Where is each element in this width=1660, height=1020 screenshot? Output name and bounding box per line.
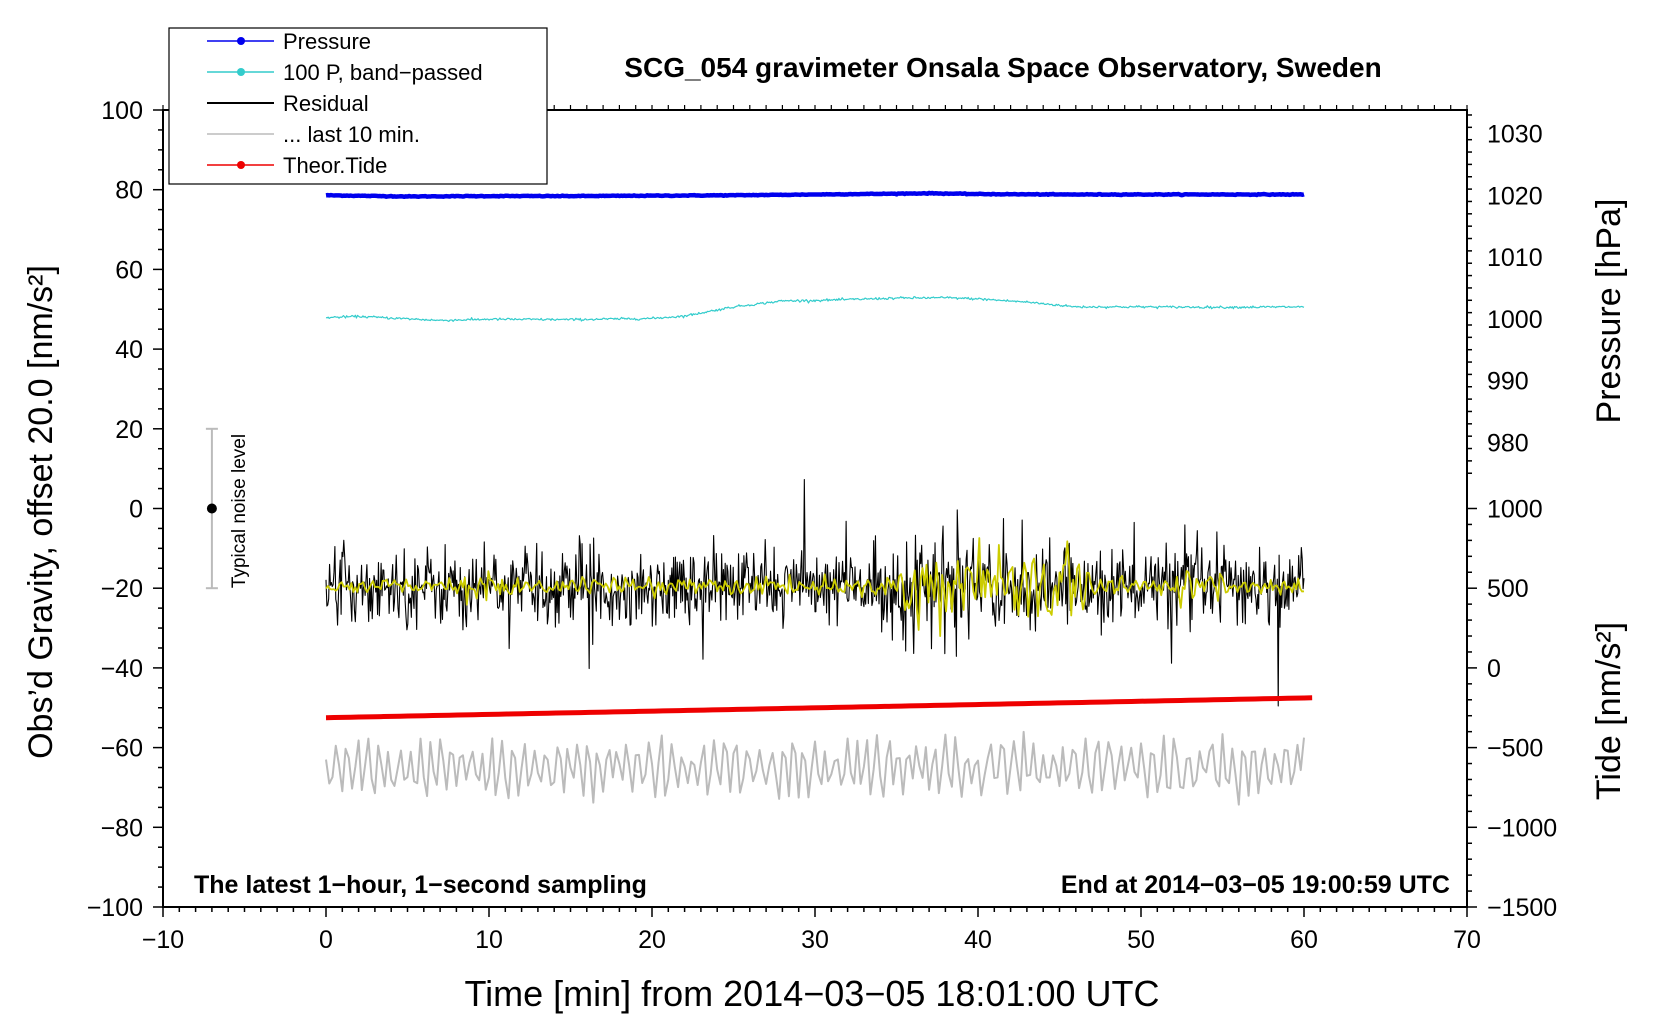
legend-label-theor-tide: Theor.Tide xyxy=(283,153,387,178)
x-tick-label: 40 xyxy=(964,926,992,954)
bandpassed-pressure-series-line xyxy=(325,296,1305,323)
annotation-left: The latest 1−hour, 1−second sampling xyxy=(194,871,647,899)
y-left-tick-label: −100 xyxy=(87,894,143,922)
tide-tick-label: 500 xyxy=(1487,575,1529,603)
y-left-tick-label: −20 xyxy=(101,575,143,603)
pressure-series-line xyxy=(325,190,1305,200)
x-tick-label: 0 xyxy=(319,926,333,954)
noise-level-label: Typical noise level xyxy=(229,434,250,588)
pressure-tick-label: 1010 xyxy=(1487,244,1543,272)
y-left-tick-label: 80 xyxy=(115,177,143,205)
y-left-tick-label: 20 xyxy=(115,416,143,444)
pressure-tick-label: 990 xyxy=(1487,368,1529,396)
y-left-tick-label: −80 xyxy=(101,814,143,842)
x-tick-label: 60 xyxy=(1290,926,1318,954)
y-left-tick-label: 100 xyxy=(101,97,143,125)
pressure-tick-label: 1020 xyxy=(1487,182,1543,210)
pressure-tick-label: 1000 xyxy=(1487,306,1543,334)
legend: Pressure 100 P, band−passed Residual ... la… xyxy=(168,27,548,185)
legend-label-residual: Residual xyxy=(283,91,369,116)
theoretical-tide-series-line xyxy=(325,695,1313,721)
residual-series-line xyxy=(325,478,1305,707)
tide-tick-label: −500 xyxy=(1487,735,1543,763)
last-10-min-series-line xyxy=(325,730,1305,806)
x-tick-label: 50 xyxy=(1127,926,1155,954)
legend-label-100-p-band-passed: 100 P, band−passed xyxy=(283,60,483,85)
chart-title: SCG_054 gravimeter Onsala Space Observat… xyxy=(624,52,1381,83)
y-axis-label-tide: Tide [nm/s²] xyxy=(1590,622,1628,800)
y-left-tick-label: 60 xyxy=(115,256,143,284)
legend-marker-pressure xyxy=(237,37,245,45)
x-tick-label: 10 xyxy=(475,926,503,954)
axes-layer: −10 0 10 20 30 40 50 60 70100806040200−20−40−60−… xyxy=(87,97,1558,954)
tide-tick-label: 1000 xyxy=(1487,496,1543,524)
tide-tick-label: −1500 xyxy=(1487,894,1557,922)
annotation-right: End at 2014−03−05 19:00:59 UTC xyxy=(1061,871,1450,899)
x-tick-label: 20 xyxy=(638,926,666,954)
y-axis-label-left: Obs’d Gravity, offset 20.0 [nm/s²] xyxy=(22,265,60,759)
legend-marker-theor-tide xyxy=(237,161,245,169)
y-left-tick-label: −40 xyxy=(101,655,143,683)
legend-box xyxy=(168,27,548,185)
pressure-tick-label: 980 xyxy=(1487,429,1529,457)
x-tick-label: −10 xyxy=(142,926,184,954)
y-left-tick-label: 40 xyxy=(115,336,143,364)
y-left-tick-label: −60 xyxy=(101,735,143,763)
data-layer xyxy=(205,190,1313,806)
tide-tick-label: −1000 xyxy=(1487,814,1557,842)
x-tick-label: 70 xyxy=(1453,926,1481,954)
legend-label-pressure: Pressure xyxy=(283,29,371,54)
x-tick-label: 30 xyxy=(801,926,829,954)
residual-smoothed-series-line xyxy=(325,537,1305,637)
pressure-tick-label: 1030 xyxy=(1487,121,1543,149)
tide-tick-label: 0 xyxy=(1487,655,1501,683)
x-axis-label: Time [min] from 2014−03−05 18:01:00 UTC xyxy=(464,973,1159,1014)
y-left-tick-label: 0 xyxy=(129,496,143,524)
noise-bar-center-dot xyxy=(206,503,217,514)
y-axis-label-pressure: Pressure [hPa] xyxy=(1590,199,1628,424)
legend-label-last-10-min: ... last 10 min. xyxy=(283,122,420,147)
legend-marker-100-p-band-passed xyxy=(237,68,245,76)
